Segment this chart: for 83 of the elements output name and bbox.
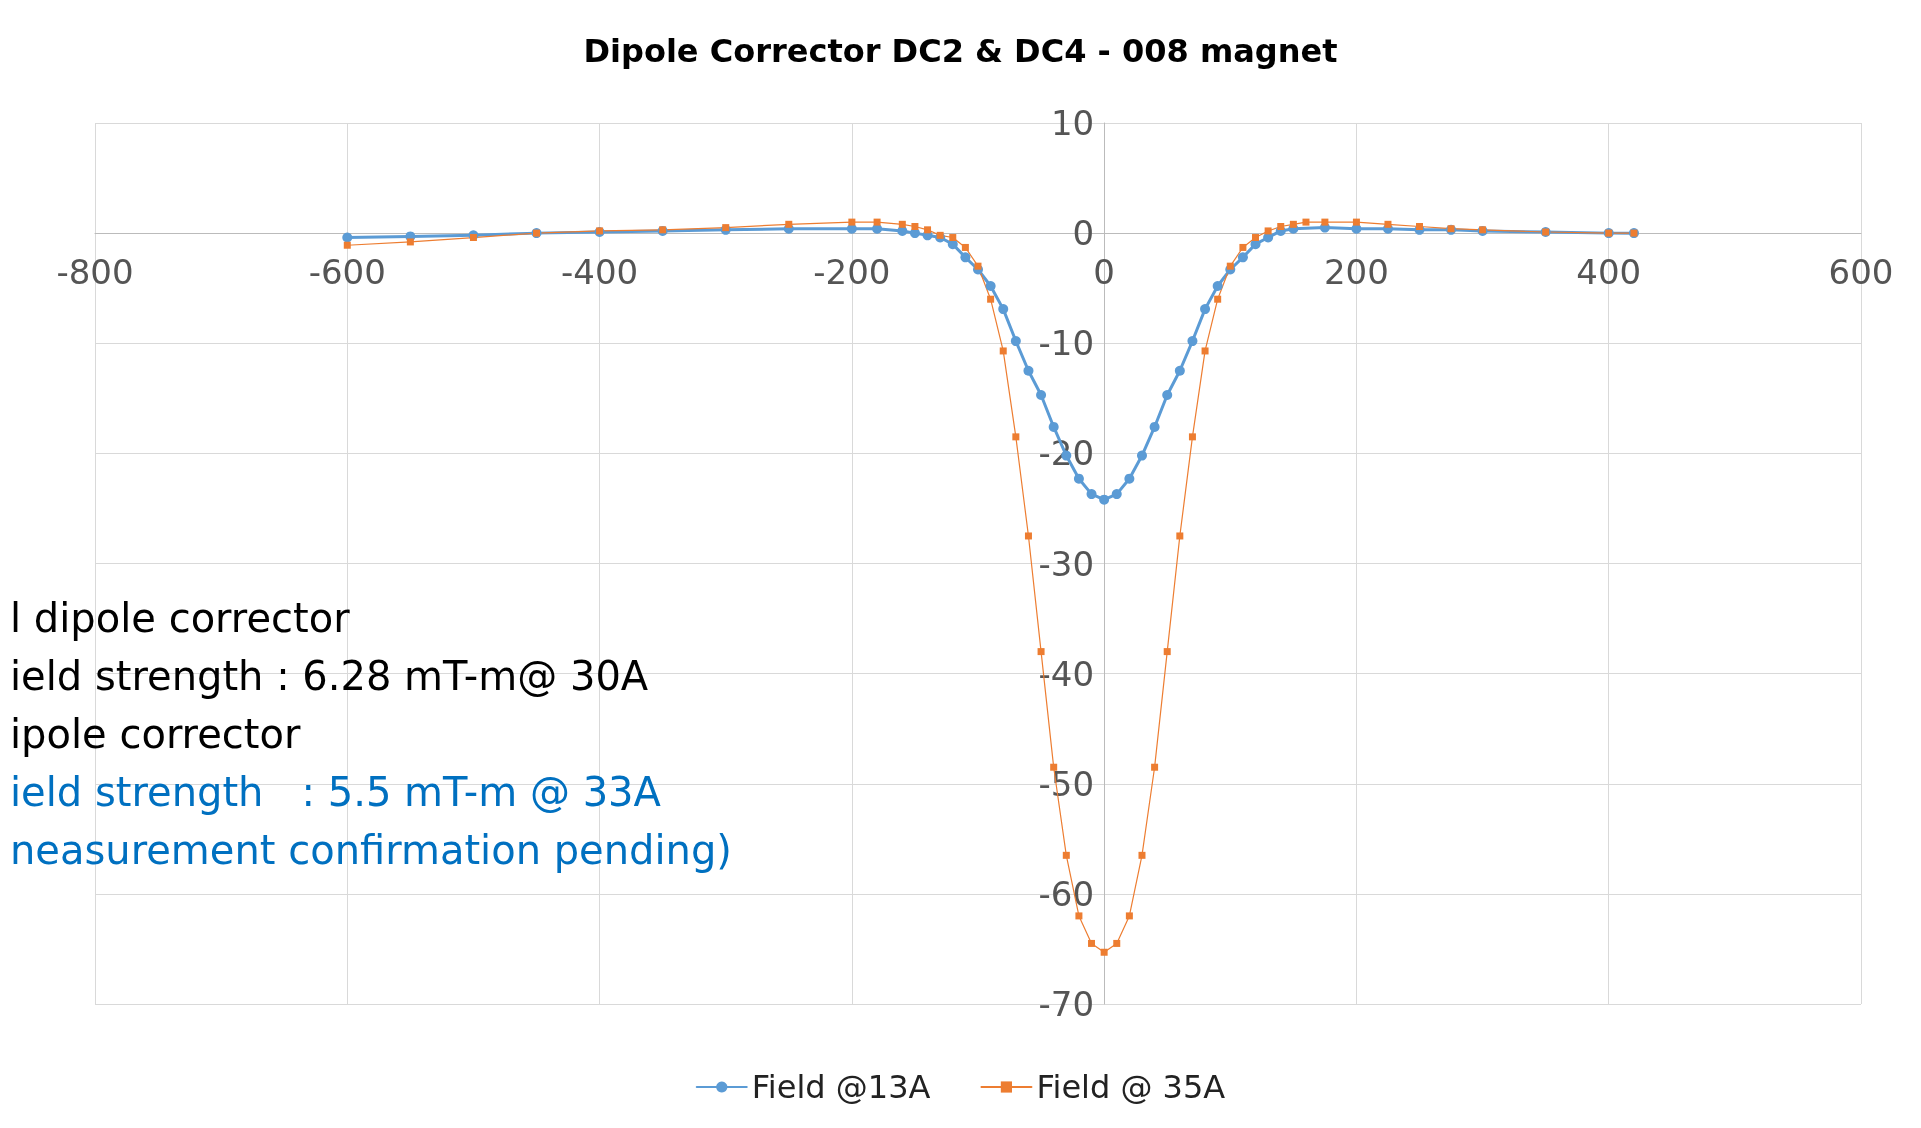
point: [1237, 252, 1248, 263]
legend-label: Field @13A: [751, 1068, 931, 1106]
x-tick-label: -600: [308, 252, 386, 293]
x-tick-label: 400: [1576, 252, 1642, 293]
point: [1137, 450, 1147, 461]
point: [1151, 763, 1159, 771]
point: [1163, 648, 1171, 656]
point: [1099, 494, 1110, 505]
point: [1113, 939, 1121, 947]
point: [987, 295, 995, 303]
annotation: neasurement confirmation pending): [10, 827, 732, 873]
annotation: l dipole corrector: [10, 595, 351, 641]
point: [848, 218, 856, 226]
point: [1352, 218, 1360, 226]
x-tick-label: -400: [560, 252, 639, 293]
point: [961, 243, 969, 251]
point: [1036, 390, 1047, 401]
point: [1252, 234, 1260, 242]
point: [1162, 390, 1173, 401]
point: [1023, 365, 1034, 376]
point: [1384, 220, 1392, 228]
y-tick-label: -70: [1038, 984, 1095, 1024]
point: [960, 252, 971, 263]
y-tick-label: 0: [1072, 213, 1095, 254]
point: [1174, 365, 1185, 376]
point: [1073, 473, 1084, 484]
legend-label: Field @ 35A: [1036, 1068, 1226, 1106]
point: [924, 226, 932, 234]
point: [1187, 336, 1198, 347]
point: [998, 304, 1009, 315]
point: [1149, 421, 1160, 432]
point: [1100, 948, 1108, 956]
point: [949, 234, 957, 242]
point: [898, 220, 906, 228]
point: [343, 241, 351, 249]
x-tick-label: -200: [813, 252, 891, 293]
point: [873, 218, 881, 226]
x-tick-label: -800: [56, 252, 134, 293]
point: [1302, 218, 1310, 226]
point: [1200, 304, 1211, 315]
point: [1138, 851, 1146, 859]
point: [1024, 532, 1032, 540]
point: [999, 347, 1007, 355]
point: [1037, 648, 1045, 656]
point: [1214, 295, 1222, 303]
annotation: ield strength : 6.28 mT-m@ 30A: [10, 653, 649, 699]
point: [1111, 489, 1122, 500]
point: [1264, 227, 1272, 235]
point: [1201, 347, 1209, 355]
y-tick-label: 10: [1050, 103, 1095, 143]
point: [1062, 851, 1070, 859]
point: [1176, 532, 1184, 540]
point: [1048, 421, 1059, 432]
point: [1226, 262, 1234, 270]
point: [936, 231, 944, 239]
point: [785, 220, 793, 228]
point: [911, 223, 919, 231]
chart-title: Dipole Corrector DC2 & DC4 - 008 magnet: [583, 32, 1338, 70]
point: [342, 232, 353, 243]
x-tick-label: 600: [1828, 252, 1894, 293]
y-tick-label: -10: [1038, 323, 1095, 364]
point: [1277, 223, 1285, 231]
point: [469, 234, 477, 242]
point: [1212, 280, 1223, 291]
annotation: ield strength : 5.5 mT-m @ 33A: [10, 769, 662, 815]
point: [406, 238, 414, 246]
annotation: ipole corrector: [10, 711, 301, 757]
point: [1124, 473, 1135, 484]
point: [974, 262, 982, 270]
point: [1289, 220, 1297, 228]
point: [1088, 939, 1096, 947]
point: [985, 280, 996, 291]
point: [1416, 223, 1423, 231]
y-tick-label: -30: [1038, 543, 1095, 584]
point: [1086, 489, 1097, 500]
point: [1188, 433, 1196, 441]
point: [1239, 243, 1247, 251]
x-tick-label: 200: [1323, 252, 1389, 293]
point: [1125, 912, 1133, 920]
point: [1075, 912, 1083, 920]
point: [1321, 218, 1329, 226]
point: [1012, 433, 1020, 441]
point: [1010, 336, 1021, 347]
